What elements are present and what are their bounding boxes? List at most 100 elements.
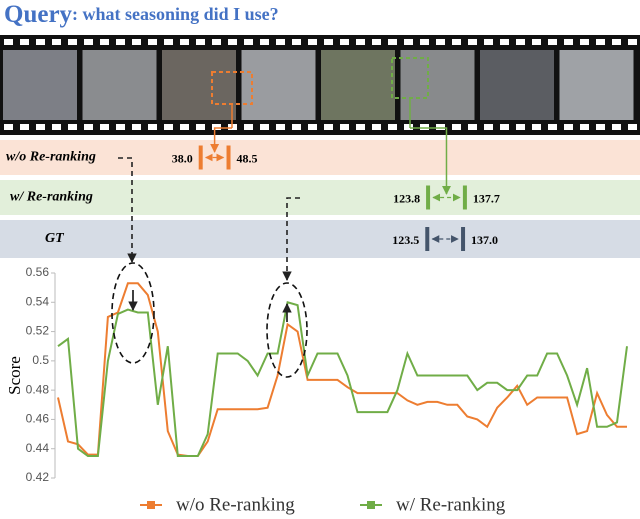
sprocket	[580, 124, 589, 130]
sprocket	[612, 39, 621, 45]
sprocket	[196, 124, 205, 130]
sprocket	[420, 124, 429, 130]
sprocket	[500, 124, 509, 130]
sprocket	[180, 39, 189, 45]
video-frame	[82, 50, 157, 120]
title: Query: what seasoning did I use?	[4, 1, 279, 28]
sprocket	[324, 39, 333, 45]
sprocket	[20, 124, 29, 130]
series-line	[57, 301, 628, 457]
sprocket	[132, 124, 141, 130]
interval-start-label: 38.0	[172, 151, 193, 165]
row-background	[0, 140, 640, 175]
video-frame	[559, 50, 634, 120]
sprocket	[260, 124, 269, 130]
sprocket	[420, 39, 429, 45]
video-frame	[162, 50, 236, 120]
row-background	[0, 220, 640, 258]
sprocket	[532, 124, 541, 130]
interval-end	[461, 227, 466, 251]
film-strip	[0, 35, 640, 135]
y-tick-label: 0.5	[32, 353, 49, 367]
sprocket	[340, 124, 349, 130]
sprocket	[52, 39, 61, 45]
sprocket	[356, 39, 365, 45]
sprocket	[212, 124, 221, 130]
sprocket	[404, 39, 413, 45]
sprocket	[4, 124, 13, 130]
sprocket	[196, 39, 205, 45]
sprocket	[292, 124, 301, 130]
sprocket	[324, 124, 333, 130]
connector	[409, 98, 446, 194]
sprocket	[260, 39, 269, 45]
sprocket	[164, 39, 173, 45]
sprocket	[500, 39, 509, 45]
title-main: Query	[4, 1, 73, 28]
interval-start	[425, 227, 430, 251]
sprocket	[452, 124, 461, 130]
sprocket	[308, 124, 317, 130]
sprocket	[116, 124, 125, 130]
sprocket	[164, 124, 173, 130]
sprocket	[228, 39, 237, 45]
interval-end	[226, 145, 231, 170]
sprocket	[580, 39, 589, 45]
sprocket	[4, 39, 13, 45]
sprocket	[436, 39, 445, 45]
sprocket	[52, 124, 61, 130]
sprocket	[116, 39, 125, 45]
row-label: w/ Re-ranking	[10, 190, 93, 205]
video-frame	[321, 50, 395, 120]
sprocket	[244, 39, 253, 45]
y-tick-label: 0.46	[26, 412, 50, 426]
sprocket	[276, 124, 285, 130]
sprocket	[100, 39, 109, 45]
sprocket	[596, 39, 605, 45]
sprocket	[212, 39, 221, 45]
interval-end-label: 137.7	[473, 191, 500, 205]
dashed-pointer	[282, 197, 300, 281]
connector	[215, 104, 233, 152]
sprocket	[484, 124, 493, 130]
interval-rows: w/o Re-ranking 38.0 48.5 w/ Re-ranking 123.8…	[0, 98, 640, 258]
legend-marker	[147, 501, 155, 509]
sprocket	[468, 39, 477, 45]
sprocket	[100, 124, 109, 130]
interval-start-label: 123.8	[393, 191, 420, 205]
sprocket	[436, 124, 445, 130]
row-label: w/o Re-ranking	[6, 150, 96, 165]
video-frame	[400, 50, 475, 120]
sprocket	[20, 39, 29, 45]
y-tick-label: 0.54	[26, 294, 50, 308]
sprocket	[564, 124, 573, 130]
sprocket	[516, 39, 525, 45]
sprocket	[404, 124, 413, 130]
legend-label: w/ Re-ranking	[396, 494, 506, 515]
sprocket	[596, 124, 605, 130]
sprocket	[84, 124, 93, 130]
sprocket	[292, 39, 301, 45]
sprocket	[148, 124, 157, 130]
sprocket	[388, 39, 397, 45]
interval-end	[462, 185, 467, 210]
sprocket	[84, 39, 93, 45]
sprocket	[532, 39, 541, 45]
interval-end-label: 48.5	[237, 151, 258, 165]
interval-start	[198, 145, 203, 170]
sprocket	[548, 124, 557, 130]
sprocket	[612, 124, 621, 130]
video-frame	[3, 50, 77, 120]
sprocket	[180, 124, 189, 130]
sprocket	[468, 124, 477, 130]
video-frame	[241, 50, 316, 120]
legend-label: w/o Re-ranking	[176, 494, 295, 515]
sprocket	[484, 39, 493, 45]
title-rest: : what seasoning did I use?	[72, 4, 279, 24]
sprocket	[148, 39, 157, 45]
sprocket	[564, 39, 573, 45]
sprocket	[244, 124, 253, 130]
sprocket	[516, 124, 525, 130]
interval-start-label: 123.5	[392, 233, 419, 247]
dashed-pointer	[118, 157, 137, 263]
